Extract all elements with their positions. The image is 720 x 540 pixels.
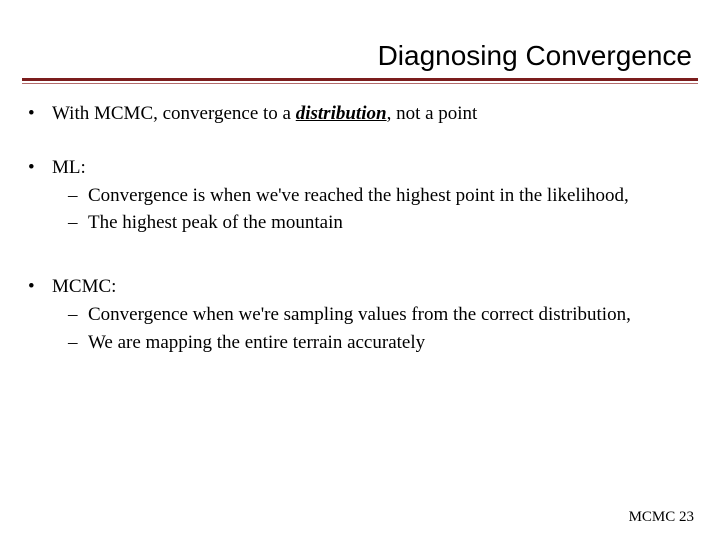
bullet-3-sub-1-text: Convergence when we're sampling values f… bbox=[88, 303, 692, 327]
bullet-1-post: , not a point bbox=[387, 103, 478, 124]
bullet-3-head: MCMC: bbox=[52, 275, 692, 299]
bullet-3: • MCMC: bbox=[28, 275, 692, 299]
bullet-1-pre: With MCMC, convergence to a bbox=[52, 103, 296, 124]
bullet-3-sub-2: – We are mapping the entire terrain accu… bbox=[28, 331, 692, 355]
slide-title: Diagnosing Convergence bbox=[378, 40, 692, 72]
bullet-1-emph: distribution bbox=[296, 103, 387, 124]
bullet-2-sub-1: – Convergence is when we've reached the … bbox=[28, 184, 692, 208]
title-region: Diagnosing Convergence bbox=[0, 0, 720, 72]
rule-top bbox=[22, 78, 698, 81]
bullet-2: • ML: bbox=[28, 156, 692, 180]
bullet-3-sub-1: – Convergence when we're sampling values… bbox=[28, 303, 692, 327]
bullet-2-sub-2-text: The highest peak of the mountain bbox=[88, 211, 692, 235]
bullet-3-sub-2-text: We are mapping the entire terrain accura… bbox=[88, 331, 692, 355]
bullet-2-sub-1-text: Convergence is when we've reached the hi… bbox=[88, 184, 692, 208]
bullet-2-sub-2: – The highest peak of the mountain bbox=[28, 211, 692, 235]
slide-footer: MCMC 23 bbox=[629, 509, 694, 526]
slide-body: • With MCMC, convergence to a distributi… bbox=[0, 84, 720, 354]
bullet-2-head: ML: bbox=[52, 156, 692, 180]
title-rule bbox=[0, 72, 720, 84]
bullet-1: • With MCMC, convergence to a distributi… bbox=[28, 102, 692, 126]
slide: Diagnosing Convergence • With MCMC, conv… bbox=[0, 0, 720, 540]
